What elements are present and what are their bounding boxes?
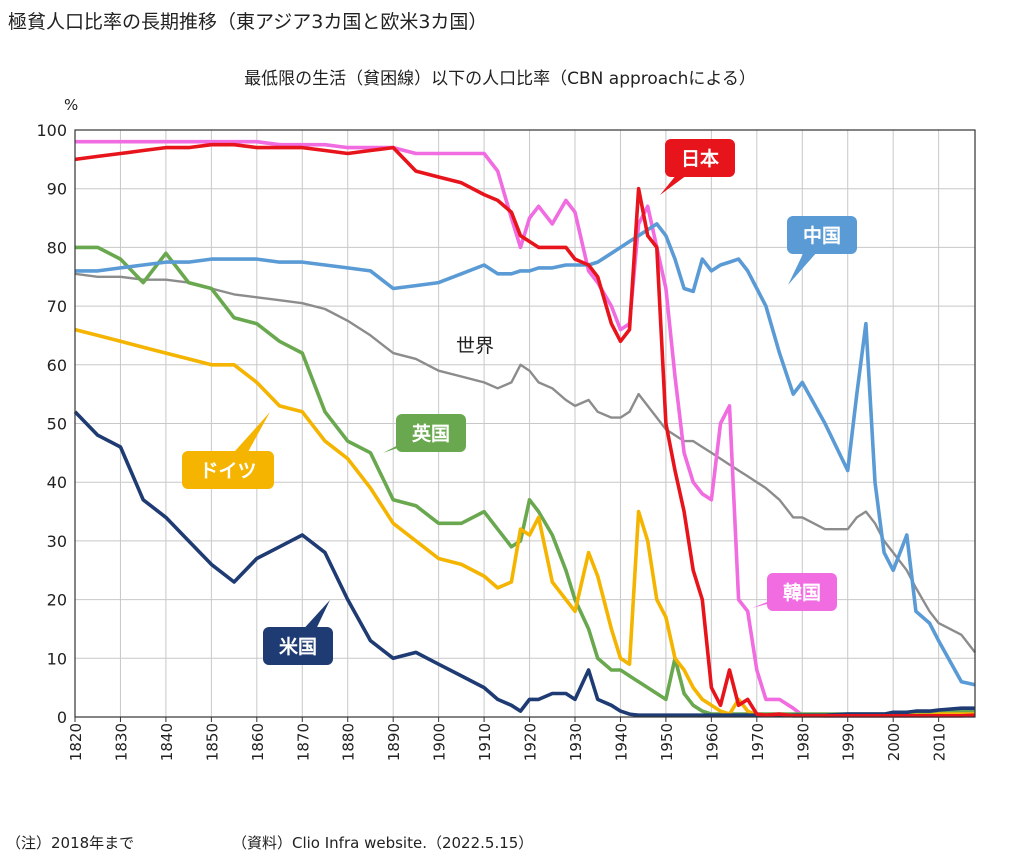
x-tick-label: 1920	[522, 723, 540, 761]
y-tick-label: 20	[47, 591, 67, 610]
x-tick-label: 1910	[476, 723, 494, 761]
y-tick-label: 10	[47, 649, 67, 668]
x-tick-label: 1960	[703, 723, 721, 761]
x-tick-label: 1980	[794, 723, 812, 761]
labels: 0 10 20 30 40 50 60 70 80 90 100 1820 1830 1840 1850 18…	[36, 121, 948, 761]
y-tick-label: 90	[47, 180, 67, 199]
series-label: 英国	[412, 422, 450, 445]
series-label: 日本	[681, 147, 719, 170]
series-label: 韓国	[783, 581, 821, 604]
x-tick-label: 1930	[567, 723, 585, 761]
plot-frame	[74, 129, 976, 718]
series-label: 中国	[803, 224, 841, 247]
plot-lines	[73, 139, 976, 718]
y-unit: %	[64, 96, 78, 114]
x-tick-label: 1840	[158, 723, 176, 761]
x-tick-label: 1850	[203, 723, 221, 761]
y-tick-label: 80	[47, 238, 67, 257]
series-line	[75, 222, 976, 687]
series-line	[74, 272, 976, 654]
x-tick-label: 1940	[612, 723, 630, 761]
x-tick-label: 1830	[112, 723, 130, 761]
y-tick-label: 100	[36, 121, 67, 140]
source: （資料）Clio Infra website.（2022.5.15）	[232, 834, 533, 852]
x-tick-label: 1970	[749, 723, 767, 761]
x-tick-label: 1990	[840, 723, 858, 761]
callout-box	[767, 573, 837, 611]
chart-subtitle: 最低限の生活（貧困線）以下の人口比率（CBN approachによる）	[244, 69, 756, 89]
x-tick-label: 1860	[249, 723, 267, 761]
x-tick-label: 2000	[885, 723, 903, 761]
series-label: 米国	[279, 635, 317, 658]
callout-box	[665, 139, 735, 177]
chart-title: 極貧人口比率の長期推移（東アジア3カ国と欧米3カ国）	[8, 11, 487, 33]
y-tick-label: 0	[57, 708, 67, 727]
callout-box	[263, 627, 333, 665]
series-line	[74, 142, 976, 718]
y-tick-label: 70	[47, 297, 67, 316]
y-tick-label: 60	[47, 356, 67, 375]
x-tick-label: 1820	[67, 723, 85, 761]
x-tick-label: 1900	[431, 723, 449, 761]
y-tick-label: 40	[47, 473, 67, 492]
callout-box	[396, 414, 466, 452]
y-tick-label: 30	[47, 532, 67, 551]
note: （注）2018年まで	[6, 834, 134, 852]
y-tick-label: 50	[47, 415, 67, 434]
x-tick-label: 1950	[658, 723, 676, 761]
x-tick-label: 1890	[385, 723, 403, 761]
series-label: 世界	[456, 335, 494, 357]
callout-box	[787, 216, 857, 254]
x-tick-label: 2010	[931, 723, 949, 761]
series-label: ドイツ	[199, 460, 256, 482]
callout-box	[182, 451, 274, 489]
x-tick-label: 1870	[294, 723, 312, 761]
x-tick-label: 1880	[340, 723, 358, 761]
